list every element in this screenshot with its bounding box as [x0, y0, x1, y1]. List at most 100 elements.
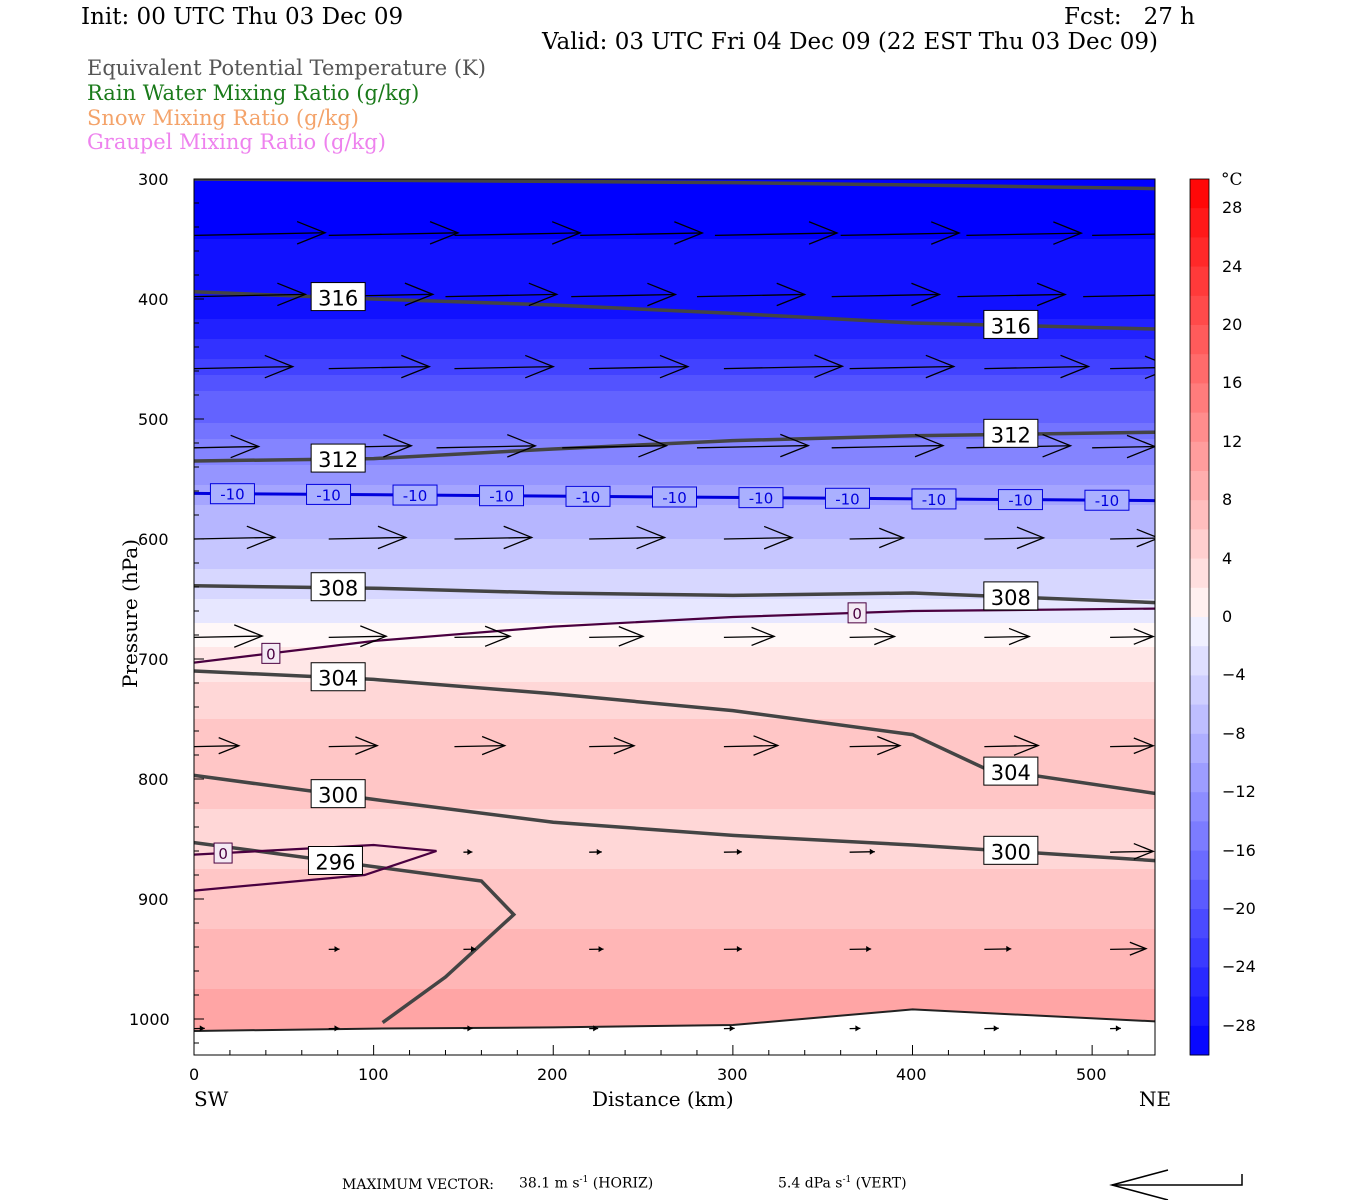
isotherm-label: 0 — [852, 605, 862, 623]
wind-vector — [589, 745, 635, 748]
wind-vector-head — [763, 525, 794, 550]
wind-vector — [445, 293, 557, 298]
xtick-label: 100 — [358, 1065, 389, 1084]
vert-unit: (VERT) — [851, 1175, 907, 1192]
wind-vector-head — [429, 221, 460, 245]
temperature-band — [194, 668, 1155, 676]
colorbar-segment — [1190, 733, 1209, 764]
legend-theta-e: Equivalent Potential Temperature (K) — [87, 56, 486, 80]
colorbar-label: 0 — [1222, 607, 1233, 626]
colorbar-segment — [1190, 237, 1209, 268]
colorbar-segment — [1190, 412, 1209, 443]
isotherm-label-box — [997, 489, 1043, 511]
isotherm-label-box — [738, 487, 784, 509]
wind-vector — [831, 444, 944, 449]
wind-vector-head — [525, 354, 556, 379]
ytick-label: 900 — [138, 890, 169, 909]
colorbar-label: 16 — [1222, 373, 1243, 393]
isotherm-label-box — [261, 642, 281, 664]
temperature-band — [194, 682, 1155, 690]
wind-vector — [589, 365, 688, 370]
temperature-band — [194, 505, 1155, 516]
colorbar-label: −24 — [1222, 957, 1256, 977]
wind-vector-head — [246, 525, 277, 550]
colorbar-segment — [1190, 441, 1209, 472]
contour-label-box — [310, 282, 366, 312]
max-vector-label: MAXIMUM VECTOR: — [342, 1177, 494, 1193]
wind-vector — [984, 537, 1044, 540]
temperature-band — [194, 523, 1155, 532]
vert-exp: -1 — [842, 1175, 852, 1185]
wind-vector — [723, 635, 775, 639]
wind-vector-head — [751, 626, 776, 647]
contour-label-box — [983, 309, 1039, 339]
wind-vector-head — [869, 848, 875, 855]
xtick-label: 300 — [717, 1065, 748, 1084]
theta-e-label: 316 — [991, 314, 1031, 338]
isotherm-label: -10 — [576, 488, 601, 506]
wind-vector-head — [1036, 282, 1067, 307]
wind-vector — [984, 365, 1089, 370]
temperature-band — [194, 635, 1155, 640]
wind-vector-head — [866, 945, 872, 952]
ytick-label: 400 — [138, 290, 169, 309]
temperature-band — [194, 899, 1155, 910]
contour-label-box — [307, 846, 363, 875]
init-time: Init: 00 UTC Thu 03 Dec 09 — [81, 4, 404, 30]
wind-vector-head — [736, 848, 742, 855]
wind-vector-head — [814, 354, 845, 379]
wind-vector — [1110, 635, 1154, 639]
wind-vector-head — [925, 354, 956, 379]
legend-snow: Snow Mixing Ratio (g/kg) — [87, 106, 359, 130]
wind-vector — [194, 445, 259, 449]
temperature-band — [194, 675, 1155, 683]
wind-vector — [454, 744, 505, 748]
isotherm-label: -10 — [220, 486, 245, 504]
isotherm-label: -10 — [922, 491, 947, 509]
temperature-band — [194, 1011, 1155, 1023]
temperature-band — [194, 339, 1155, 360]
xtick-label: 500 — [1076, 1065, 1107, 1084]
max-vector-horiz: 38.1 m s-1 (HORIZ) — [519, 1175, 653, 1192]
wind-vector-head — [484, 625, 512, 647]
temperature-band — [194, 929, 1155, 940]
wind-vector-head — [1115, 1025, 1121, 1032]
colorbar-label: −20 — [1222, 899, 1256, 918]
ytick-label: 300 — [138, 170, 169, 189]
colorbar-segment — [1190, 938, 1209, 968]
wind-vector-head — [234, 624, 265, 648]
temperature-band — [194, 581, 1155, 588]
wind-vector — [840, 232, 960, 237]
wind-vector — [562, 445, 667, 449]
wind-vector — [436, 445, 536, 449]
wind-vector-head — [780, 433, 811, 458]
wind-vector — [580, 232, 703, 237]
colorbar-unit: °C — [1221, 170, 1243, 190]
temperature-band — [194, 919, 1155, 930]
wind-vector — [849, 537, 904, 540]
wind-vector — [696, 444, 809, 449]
theta-e-label: 304 — [318, 667, 358, 691]
wind-vector-head — [471, 946, 477, 953]
theta-e-label: 304 — [991, 761, 1031, 785]
isotherm-label-box — [911, 488, 957, 510]
temperature-band — [194, 631, 1155, 636]
wind-vector-head — [914, 433, 945, 458]
x-left-direction: SW — [194, 1087, 229, 1111]
colorbar-label: 24 — [1222, 256, 1243, 276]
colorbar-segment — [1190, 821, 1209, 852]
temperature-band — [194, 627, 1155, 632]
temperature-band — [194, 909, 1155, 920]
contour-label-box — [310, 572, 366, 602]
axis-ticks — [193, 178, 1129, 1055]
wind-vector — [328, 744, 378, 748]
temperature-band — [194, 889, 1155, 900]
temperature-band — [194, 391, 1155, 408]
temperature-band — [194, 439, 1155, 456]
colorbar-segment — [1190, 383, 1209, 414]
xtick-label: 200 — [537, 1065, 568, 1084]
horiz-value: 38.1 m s — [519, 1175, 580, 1192]
wind-vector-head — [467, 1025, 473, 1032]
colorbar-segment — [1190, 500, 1209, 530]
